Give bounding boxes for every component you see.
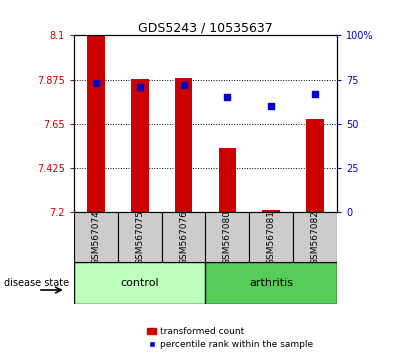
Point bbox=[92, 80, 99, 86]
Text: GSM567074: GSM567074 bbox=[91, 210, 100, 265]
Point bbox=[268, 103, 275, 109]
Bar bbox=[118, 212, 162, 262]
Bar bbox=[162, 212, 206, 262]
Text: GSM567081: GSM567081 bbox=[267, 210, 276, 265]
Bar bbox=[74, 212, 118, 262]
Text: disease state: disease state bbox=[4, 278, 69, 288]
Text: arthritis: arthritis bbox=[249, 278, 293, 288]
Bar bbox=[74, 262, 206, 304]
Bar bbox=[263, 210, 280, 212]
Bar bbox=[293, 212, 337, 262]
Bar bbox=[206, 262, 337, 304]
Point bbox=[312, 91, 319, 97]
Bar bbox=[206, 212, 249, 262]
Point bbox=[136, 84, 143, 90]
Legend: transformed count, percentile rank within the sample: transformed count, percentile rank withi… bbox=[147, 327, 313, 349]
Text: GSM567075: GSM567075 bbox=[135, 210, 144, 265]
Bar bbox=[249, 212, 293, 262]
Title: GDS5243 / 10535637: GDS5243 / 10535637 bbox=[138, 21, 273, 34]
Bar bbox=[175, 78, 192, 212]
Point bbox=[224, 95, 231, 100]
Bar bbox=[87, 35, 105, 212]
Point bbox=[180, 82, 187, 88]
Text: control: control bbox=[120, 278, 159, 288]
Bar bbox=[219, 148, 236, 212]
Text: GSM567082: GSM567082 bbox=[311, 210, 320, 265]
Bar bbox=[306, 119, 324, 212]
Bar bbox=[131, 79, 148, 212]
Text: GSM567076: GSM567076 bbox=[179, 210, 188, 265]
Text: GSM567080: GSM567080 bbox=[223, 210, 232, 265]
